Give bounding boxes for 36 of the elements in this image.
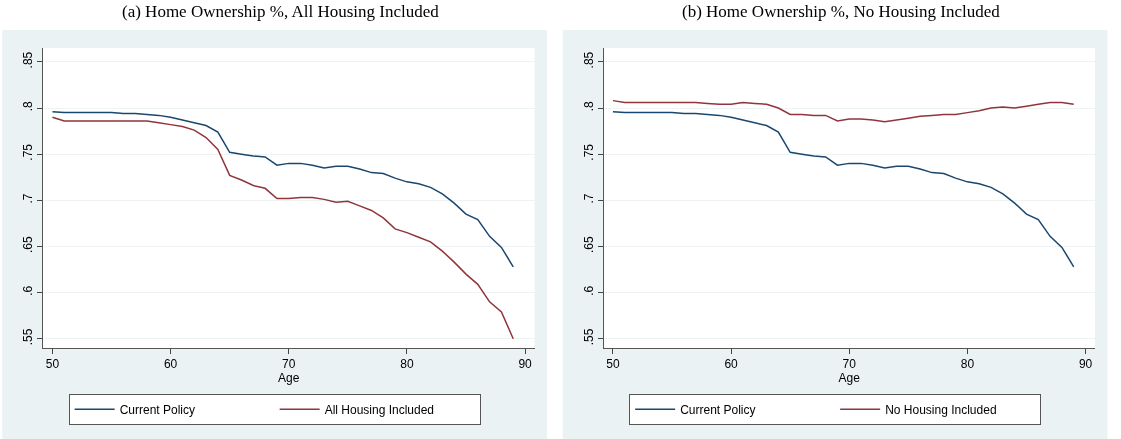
x-tick-label: 80 [400,357,414,372]
legend-label: Current Policy [119,402,195,417]
y-tick-label: .65 [581,236,596,253]
y-tick-label: .55 [581,328,596,346]
y-tick-label: .75 [581,143,596,161]
x-tick-label: 90 [1078,357,1093,372]
x-tick-label: 60 [724,357,739,372]
y-tick-label: .6 [581,285,596,296]
y-tick-label: .85 [581,51,596,69]
y-tick-label: .7 [581,193,596,204]
legend-label: Current Policy [680,402,756,417]
line-series [51,110,514,268]
x-axis-title: Age [838,371,861,386]
y-tick-label: .85 [21,51,36,69]
x-axis-title: Age [278,371,300,386]
line-series [612,110,1075,268]
x-tick-label: 90 [518,357,533,372]
x-tick-label: 80 [960,357,975,372]
y-tick-label: .8 [21,100,36,112]
line-series [51,116,514,340]
chart-title: (a) Home Ownership %, All Housing Included [122,2,440,21]
y-tick-label: .65 [21,236,36,253]
x-tick-label: 50 [45,357,60,372]
y-tick-label: .8 [581,100,596,112]
x-tick-label: 60 [163,357,178,372]
line-series [612,99,1075,123]
y-tick-label: .7 [21,193,36,204]
legend-label: No Housing Included [885,402,997,417]
x-tick-label: 50 [606,357,620,372]
y-tick-label: .55 [21,328,36,346]
chart-title: (b) Home Ownership %, No Housing Included [682,2,1001,21]
x-tick-label: 70 [842,357,857,372]
x-tick-label: 70 [282,357,296,372]
legend-label: All Housing Included [324,402,435,417]
y-tick-label: .6 [21,285,36,296]
y-tick-label: .75 [21,143,36,161]
